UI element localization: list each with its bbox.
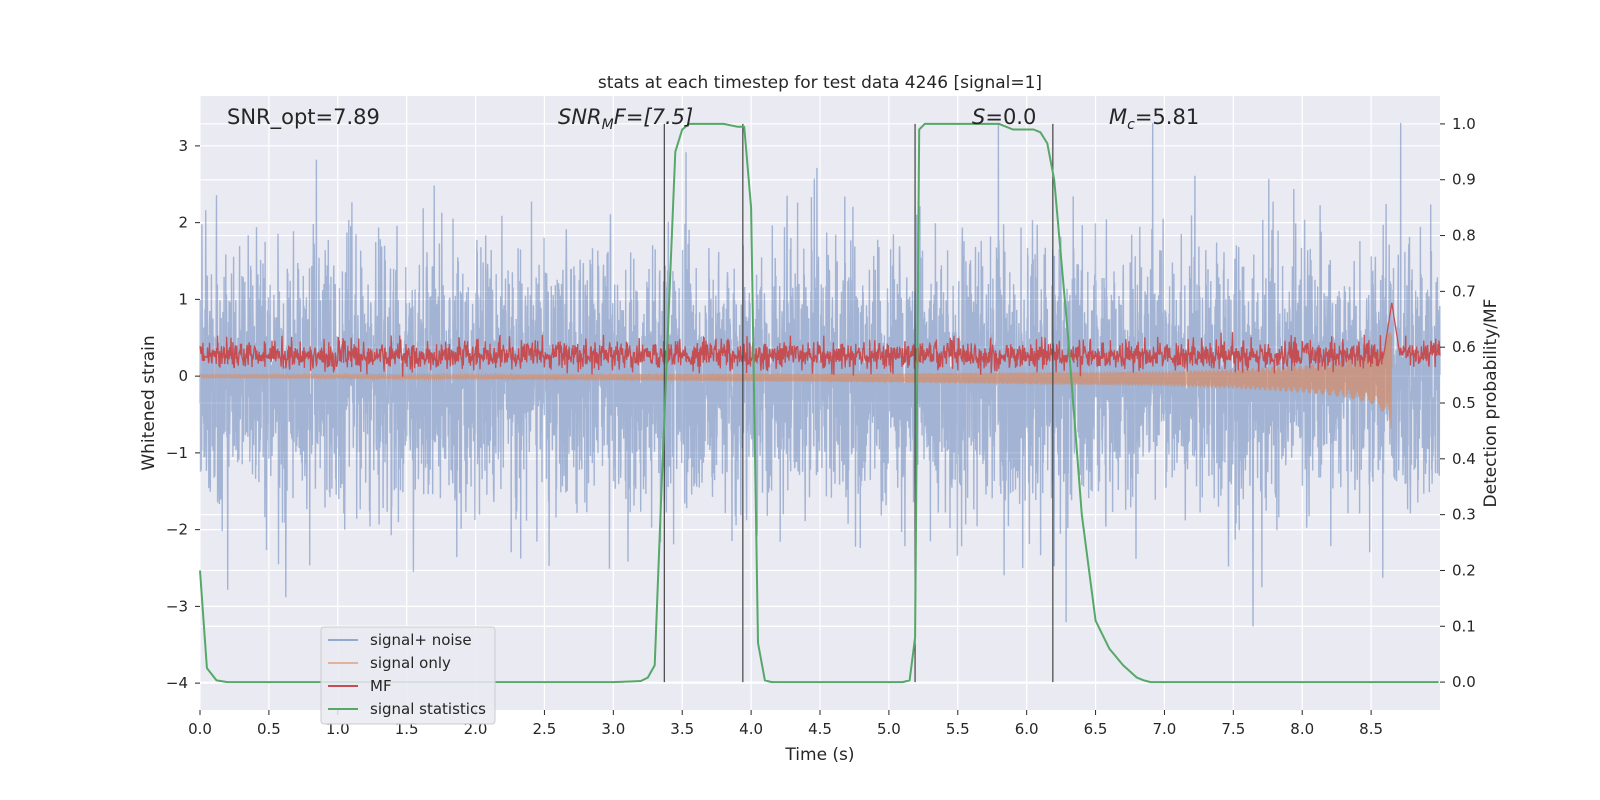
y2-tick-label: 0.4 (1452, 450, 1476, 468)
y2-tick-label: 0.7 (1452, 282, 1476, 300)
annotation-mc-sub: c (1127, 117, 1135, 133)
axes: 0.0 0.5 1.0 1.5 2.0 2.5 3.0 3.5 4.0 4.5 5.0 5.5 6.0 6… (166, 115, 1476, 738)
annotation-s: S=0.0 (972, 105, 1036, 129)
x-tick-label: 8.0 (1290, 720, 1314, 738)
signal-noise-line (199, 122, 1441, 627)
annotation-snr-mf: SNRMF=[7.5] (558, 105, 693, 133)
series-signal-noise (199, 122, 1441, 627)
series-signal-statistics (199, 122, 1439, 684)
legend-label-signal-noise: signal+ noise (370, 631, 472, 649)
annotation-snr-mf-symbol: SNR (558, 105, 602, 129)
x-tick-label: 3.0 (601, 720, 625, 738)
annotation-s-symbol: S (972, 105, 985, 129)
y-tick-label: 1 (178, 290, 188, 308)
annotation-mc: Mc=5.81 (1109, 105, 1199, 133)
signal-only-line (199, 332, 1393, 429)
x-tick-label: 0.0 (188, 720, 212, 738)
x-tick-label: 4.0 (739, 720, 763, 738)
y2-tick-label: 0.2 (1452, 561, 1476, 579)
y2-tick-label: 0.3 (1452, 506, 1476, 524)
y2-tick-label: 0.9 (1452, 171, 1476, 189)
x-tick-label: 0.5 (257, 720, 281, 738)
chart-title: stats at each timestep for test data 424… (598, 73, 1042, 93)
y-tick-label: 0 (178, 367, 188, 385)
y2-axis-label: Detection probability/MF (1481, 299, 1501, 508)
x-tick-label: 4.5 (808, 720, 832, 738)
series-signal-only (199, 332, 1393, 429)
mf-line (199, 302, 1441, 377)
y2-tick-label: 0.8 (1452, 227, 1476, 245)
x-tick-label: 7.5 (1221, 720, 1245, 738)
y-tick-label: 2 (178, 214, 188, 232)
legend-label-signal-only: signal only (370, 654, 451, 672)
annotation-snr-mf-rest: F=[7.5] (614, 105, 693, 129)
y2-tick-label: 0.5 (1452, 394, 1476, 412)
annotation-mc-symbol: M (1109, 105, 1127, 129)
legend-label-mf: MF (370, 677, 392, 695)
legend-label-signal-statistics: signal statistics (370, 700, 486, 718)
annotation-mc-value: =5.81 (1135, 105, 1199, 129)
legend-box (320, 626, 496, 725)
signal-statistics-line (199, 122, 1439, 684)
annotation-s-value: =0.0 (985, 105, 1036, 129)
y2-tick-label: 1.0 (1452, 115, 1476, 133)
y-tick-label: −3 (166, 597, 188, 615)
x-tick-label: 3.5 (670, 720, 694, 738)
annotation-snr-opt: SNR_opt=7.89 (227, 105, 380, 130)
series-mf (199, 302, 1441, 377)
x-tick-label: 5.5 (946, 720, 970, 738)
x-tick-label: 7.0 (1153, 720, 1177, 738)
x-tick-label: 6.0 (1015, 720, 1039, 738)
x-axis-label: Time (s) (784, 745, 854, 765)
y2-tick-label: 0.6 (1452, 338, 1476, 356)
y-tick-label: 3 (178, 137, 188, 155)
x-tick-label: 6.5 (1084, 720, 1108, 738)
y2-tick-label: 0.1 (1452, 617, 1476, 635)
legend: signal+ noise signal only MF signal stat… (320, 626, 496, 725)
x-tick-label: 8.5 (1359, 720, 1383, 738)
y-axis-label: Whitened strain (139, 335, 159, 470)
x-tick-label: 2.5 (533, 720, 557, 738)
y-tick-label: −1 (166, 444, 188, 462)
y2-tick-label: 0.0 (1452, 673, 1476, 691)
y-tick-label: −4 (166, 674, 188, 692)
annotation-snr-mf-sub: M (602, 117, 614, 133)
x-tick-label: 5.0 (877, 720, 901, 738)
y-tick-label: −2 (166, 521, 188, 539)
